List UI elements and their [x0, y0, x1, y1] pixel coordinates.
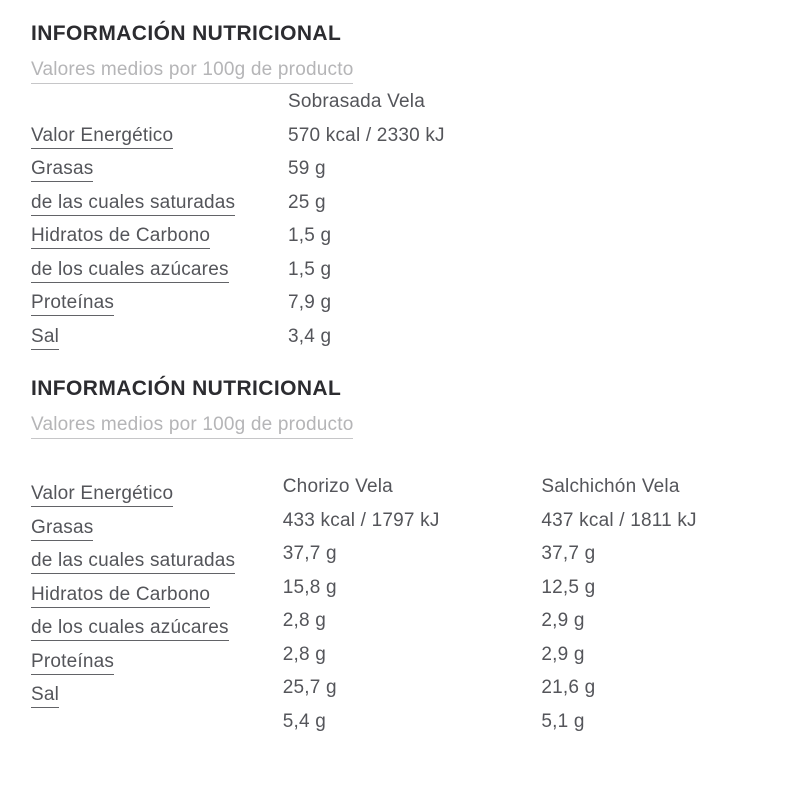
value-cell: 437 kcal / 1811 kJ	[541, 509, 697, 531]
column-header-salchichon: Salchichón Vela	[541, 476, 680, 497]
empty-label-cell	[31, 712, 283, 746]
nutrition-section-chorizo-salchichon: INFORMACIÓN NUTRICIONAL Valores medios p…	[31, 377, 800, 738]
table-row-grasas: Grasas 59 g	[31, 152, 800, 186]
table-row: Sal 25,7 g 21,6 g	[31, 671, 800, 708]
nutrition-table-sobrasada: Sobrasada Vela Valor Energético 570 kcal…	[31, 85, 800, 353]
value-cell: 37,7 g	[282, 543, 337, 564]
values-per-100g-subtitle: Valores medios por 100g de producto	[31, 59, 800, 84]
row-label: de las cuales saturadas	[31, 550, 236, 574]
row-label: Proteínas	[31, 650, 115, 675]
table-row: de los cuales azúcares 2,8 g 2,9 g	[31, 604, 800, 641]
subtitle-text: Valores medios por 100g de producto	[31, 59, 354, 84]
value-cell: 2,8 g	[282, 643, 327, 665]
column-header-chorizo: Chorizo Vela	[282, 476, 393, 497]
table-row-hidratos: Hidratos de Carbono 1,5 g	[31, 219, 800, 253]
value-cell: 5,4 g	[282, 710, 327, 732]
value-cell: 3,4 g	[288, 325, 332, 347]
table-row: Grasas 433 kcal / 1797 kJ 437 kcal / 181…	[31, 504, 800, 541]
table-row-header-with-label: Valor Energético Chorizo Vela Salchichón…	[31, 470, 800, 507]
value-cell: 25,7 g	[282, 677, 337, 698]
value-cell: 1,5 g	[288, 258, 332, 280]
row-label: de los cuales azúcares	[31, 258, 229, 283]
nutrition-table-chorizo-salchichon: Valor Energético Chorizo Vela Salchichón…	[31, 470, 800, 738]
section-heading: INFORMACIÓN NUTRICIONAL	[31, 377, 342, 400]
column-header-sobrasada: Sobrasada Vela	[288, 91, 425, 112]
subtitle-text: Valores medios por 100g de producto	[31, 414, 354, 439]
value-cell: 7,9 g	[288, 292, 332, 313]
section-heading: INFORMACIÓN NUTRICIONAL	[31, 22, 342, 45]
value-cell: 2,8 g	[282, 610, 327, 631]
row-label: Grasas	[31, 516, 94, 541]
row-label: Hidratos de Carbono	[31, 583, 211, 608]
table-row-proteinas: Proteínas 7,9 g	[31, 286, 800, 320]
table-row: Proteínas 2,8 g 2,9 g	[31, 638, 800, 675]
table-header-row: Sobrasada Vela	[31, 85, 800, 119]
value-cell: 15,8 g	[282, 576, 337, 598]
row-label: Sal	[31, 325, 60, 350]
value-cell: 2,9 g	[541, 610, 585, 631]
empty-header-cell	[31, 85, 288, 119]
value-cell: 37,7 g	[541, 543, 596, 564]
table-row-valor-energetico: Valor Energético 570 kcal / 2330 kJ	[31, 119, 800, 153]
table-row-trailing-values: 5,4 g 5,1 g	[31, 705, 800, 739]
row-label: Valor Energético	[31, 124, 174, 149]
value-cell: 5,1 g	[541, 710, 585, 732]
table-row: Hidratos de Carbono 15,8 g 12,5 g	[31, 571, 800, 608]
table-row-sal: Sal 3,4 g	[31, 320, 800, 354]
row-label: Grasas	[31, 158, 94, 182]
value-cell: 570 kcal / 2330 kJ	[288, 124, 445, 146]
value-cell: 2,9 g	[541, 643, 585, 665]
row-label: Sal	[31, 684, 60, 708]
table-row-azucares: de los cuales azúcares 1,5 g	[31, 253, 800, 287]
row-label: Valor Energético	[31, 483, 174, 507]
values-per-100g-subtitle: Valores medios por 100g de producto	[31, 414, 800, 439]
row-label: de las cuales saturadas	[31, 191, 236, 216]
value-cell: 433 kcal / 1797 kJ	[282, 509, 440, 531]
row-label: de los cuales azúcares	[31, 617, 229, 641]
value-cell: 21,6 g	[541, 677, 596, 698]
row-label: Proteínas	[31, 292, 115, 316]
value-cell: 1,5 g	[288, 225, 332, 246]
value-cell: 59 g	[288, 158, 326, 179]
value-cell: 25 g	[288, 191, 326, 213]
row-label: Hidratos de Carbono	[31, 225, 211, 249]
nutrition-section-sobrasada: INFORMACIÓN NUTRICIONAL Valores medios p…	[31, 22, 800, 353]
table-row: de las cuales saturadas 37,7 g 37,7 g	[31, 537, 800, 574]
table-row-saturadas: de las cuales saturadas 25 g	[31, 186, 800, 220]
value-cell: 12,5 g	[541, 576, 596, 598]
